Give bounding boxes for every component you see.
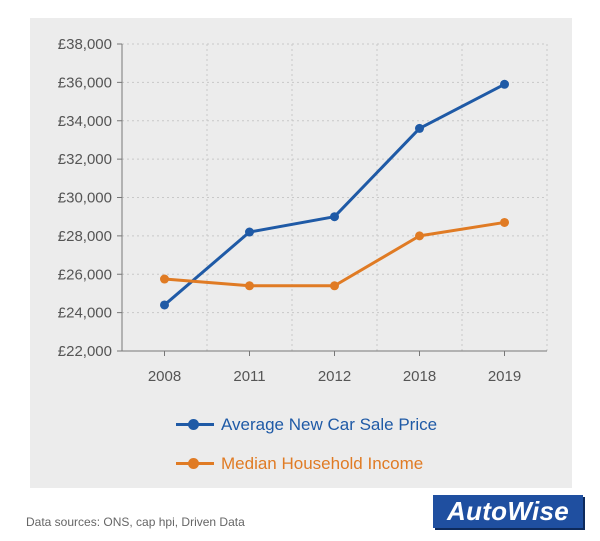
x-tick-label: 2019 [488, 368, 521, 385]
y-tick-label: £24,000 [58, 305, 112, 322]
autowise-logo: AutoWise [433, 495, 583, 528]
y-tick-label: £32,000 [58, 151, 112, 168]
data-source-note: Data sources: ONS, cap hpi, Driven Data [26, 515, 245, 529]
legend-swatch-household-income [176, 458, 214, 470]
data-point-car-price [330, 212, 339, 222]
legend-label-car-price: Average New Car Sale Price [221, 415, 438, 434]
legend-label-household-income: Median Household Income [221, 454, 424, 473]
data-point-car-price [500, 79, 509, 89]
y-tick-label: £38,000 [58, 36, 112, 53]
data-point-car-price [245, 227, 254, 237]
y-tick-label: £22,000 [58, 343, 112, 360]
x-tick-label: 2012 [318, 368, 351, 385]
y-tick-label: £34,000 [58, 113, 112, 130]
data-point-car-price [415, 123, 424, 133]
y-tick-label: £28,000 [58, 228, 112, 245]
legend-swatch-car-price [176, 419, 214, 431]
y-tick-label: £30,000 [58, 190, 112, 207]
x-tick-label: 2018 [403, 368, 436, 385]
series-line-car-price [163, 82, 506, 307]
legend-item-car-price: Average New Car Sale Price [176, 415, 437, 435]
legend-item-household-income: Median Household Income [176, 454, 423, 474]
chart-panel: £22,000 £24,000 £26,000 £28,000 £30,000 £32,0… [30, 18, 572, 488]
data-point-household-income [500, 217, 509, 227]
y-tick-label: £36,000 [58, 74, 112, 91]
series-line-household-income [164, 220, 505, 288]
data-point-household-income [330, 281, 339, 291]
line-chart: £22,000 £24,000 £26,000 £28,000 £30,000 £32,0… [58, 36, 548, 385]
y-tick-label: £26,000 [58, 266, 112, 283]
data-point-household-income [245, 281, 254, 291]
x-tick-label: 2008 [148, 368, 181, 385]
data-point-household-income [415, 231, 424, 241]
data-point-car-price [160, 300, 169, 310]
data-point-household-income [160, 274, 169, 284]
x-tick-label: 2011 [233, 368, 265, 385]
